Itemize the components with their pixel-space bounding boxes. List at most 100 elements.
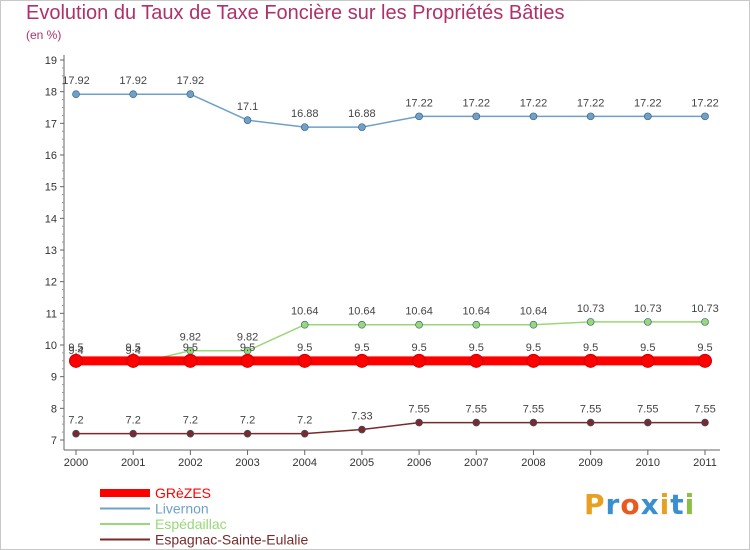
data-point <box>415 320 423 329</box>
data-point <box>183 353 198 368</box>
data-point <box>243 116 252 124</box>
legend-label-2: Espédaillac <box>155 516 227 532</box>
data-label: 9.5 <box>68 342 83 354</box>
logo-letter: o <box>620 488 641 521</box>
data-point <box>129 90 137 98</box>
data-point <box>526 353 541 368</box>
data-label: 7.55 <box>466 404 487 416</box>
logo-letter: x <box>640 488 660 521</box>
data-label: 10.64 <box>291 306 319 318</box>
data-point <box>583 353 598 368</box>
data-label: 9.82 <box>180 332 201 344</box>
data-label: 7.2 <box>68 415 83 427</box>
data-point <box>586 112 595 121</box>
chart-title: Evolution du Taux de Taxe Foncière sur l… <box>26 2 565 24</box>
logo-letter: i <box>659 488 671 521</box>
data-label: 10.73 <box>691 303 719 315</box>
data-point <box>701 112 709 121</box>
data-point <box>469 353 484 368</box>
data-label: 16.88 <box>348 108 376 120</box>
y-tick-label: 8 <box>51 403 57 415</box>
data-label: 7.2 <box>126 415 141 427</box>
y-tick-label: 12 <box>45 277 57 289</box>
data-point <box>644 318 652 326</box>
chart-series: 7.2 7.2 7.2 7.2 7.2 7.33 7.55 7.55 7.55 7.55 7.55 7… <box>62 75 719 438</box>
chart-axes: 7 8 9 10 11 12 13 14 15 16 17 18 19 2000 2001 2002 2003 2… <box>45 55 720 469</box>
data-point <box>186 90 195 98</box>
data-label: 7.55 <box>408 404 429 416</box>
data-point <box>472 320 481 329</box>
proxiti-logo: Proxiti <box>584 488 695 521</box>
data-label: 9.5 <box>354 342 369 354</box>
data-label: 9.5 <box>697 342 712 354</box>
data-label: 17.22 <box>634 97 662 109</box>
data-point <box>586 318 595 326</box>
data-label: 17.22 <box>520 97 548 109</box>
y-tick-label: 17 <box>45 118 57 130</box>
x-tick-label: 2011 <box>693 457 717 469</box>
data-label: 9.82 <box>237 332 258 344</box>
data-point <box>472 418 481 427</box>
data-point <box>472 112 481 121</box>
data-label: 9.5 <box>411 342 426 354</box>
series-line <box>75 421 706 435</box>
data-point <box>186 429 195 438</box>
data-label: 7.55 <box>637 404 658 416</box>
data-label: 9.5 <box>183 342 198 354</box>
data-point <box>69 353 83 368</box>
data-point <box>297 353 312 368</box>
chart-legend: GRèZESLivernonEspédaillacEspagnac-Sainte… <box>100 485 309 548</box>
data-point <box>701 318 709 326</box>
data-label: 9.4 <box>126 345 141 357</box>
data-label: 9.5 <box>297 342 312 354</box>
data-label: 17.22 <box>405 97 433 109</box>
logo-letter: i <box>684 488 696 521</box>
data-label: 17.22 <box>577 97 605 109</box>
data-point <box>415 418 423 427</box>
data-point <box>640 353 655 368</box>
data-label: 17.92 <box>62 75 90 87</box>
x-tick-label: 2008 <box>521 457 545 469</box>
y-tick-label: 10 <box>45 340 57 352</box>
x-tick-label: 2005 <box>350 457 374 469</box>
series-2: 9.4 9.4 9.82 9.82 10.64 10.64 10.64 10.64 10.64 1… <box>68 303 719 368</box>
data-point <box>644 418 652 427</box>
x-tick-label: 2009 <box>578 457 602 469</box>
data-label: 7.55 <box>523 404 544 416</box>
data-label: 17.22 <box>463 97 491 109</box>
x-tick-label: 2002 <box>178 457 202 469</box>
data-label: 9.5 <box>526 342 541 354</box>
legend-label-1: Livernon <box>155 501 209 517</box>
logo-letter: r <box>605 488 621 521</box>
data-label: 9.5 <box>126 342 141 354</box>
data-label: 16.88 <box>291 108 319 120</box>
y-tick-label: 15 <box>45 182 57 194</box>
data-point <box>354 353 369 368</box>
data-label: 9.4 <box>68 345 83 357</box>
data-point <box>300 123 309 131</box>
legend-label-0: GRèZES <box>155 485 211 501</box>
data-label: 17.92 <box>177 75 205 87</box>
y-tick-label: 14 <box>45 213 57 225</box>
y-tick-label: 11 <box>46 308 57 320</box>
data-label: 7.2 <box>297 415 312 427</box>
x-tick-label: 2010 <box>636 457 660 469</box>
data-point <box>358 425 366 434</box>
data-point <box>300 429 309 438</box>
data-point <box>415 112 423 121</box>
data-point <box>358 320 366 329</box>
data-point <box>240 353 255 368</box>
data-point <box>698 353 712 368</box>
data-label: 17.1 <box>237 101 258 113</box>
series-3: 7.2 7.2 7.2 7.2 7.2 7.33 7.55 7.55 7.55 7.55 7.55 7… <box>68 404 716 438</box>
logo-letter: t <box>670 488 685 521</box>
data-label: 10.73 <box>577 303 605 315</box>
x-tick-label: 2004 <box>292 457 316 469</box>
y-tick-label: 19 <box>45 55 57 67</box>
y-tick-label: 16 <box>45 150 57 162</box>
data-label: 17.92 <box>119 75 147 87</box>
data-point <box>529 320 538 329</box>
logo-letter: P <box>584 488 606 521</box>
